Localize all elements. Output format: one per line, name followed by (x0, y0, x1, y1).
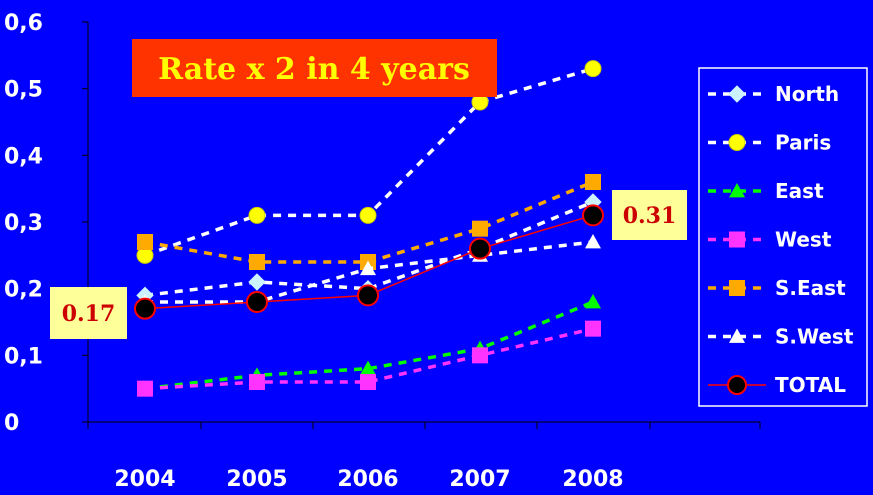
data-point-square (137, 234, 153, 250)
data-point-triangle (585, 234, 601, 249)
data-point-triangle (585, 294, 601, 309)
y-tick-label: 0,5 (4, 78, 43, 103)
legend-item-total: TOTAL (708, 373, 846, 397)
data-point-circle (469, 237, 491, 260)
data-point-circle (584, 60, 602, 78)
series-west (137, 320, 601, 397)
series-line (144, 300, 594, 391)
series-layer (134, 60, 604, 397)
data-point-triangle (360, 260, 376, 276)
legend-label: East (775, 179, 824, 203)
callout-label: 0.17 (62, 301, 116, 327)
data-point-triangle (360, 360, 376, 376)
legend-label: Paris (775, 131, 831, 155)
data-point-square (249, 374, 265, 390)
y-tick-label: 0,3 (4, 211, 43, 236)
series-total (134, 204, 604, 320)
legend-label: S.West (775, 325, 854, 349)
x-tick-label: 2006 (337, 467, 398, 492)
data-point-square (360, 374, 376, 390)
legend-item-paris: Paris (708, 131, 831, 155)
banner: Rate x 2 in 4 years (132, 39, 497, 97)
y-tick-label: 0,4 (4, 144, 43, 169)
legend-item-east: East (708, 179, 824, 203)
x-tick-label: 2004 (114, 467, 175, 492)
data-point-circle (357, 284, 379, 307)
data-point-triangle (729, 183, 745, 198)
legend: North Paris East West S.East S.West TOTAL (698, 67, 868, 407)
series-line (144, 326, 594, 391)
data-point-diamond (248, 273, 266, 291)
legend-item-west: West (708, 228, 832, 252)
legend-item-north: North (708, 82, 839, 106)
banner-box (132, 39, 497, 97)
data-point-circle (582, 204, 604, 227)
data-point-circle (246, 291, 268, 313)
y-tick-label: 0,1 (4, 344, 43, 369)
x-tick-label: 2005 (226, 467, 287, 492)
x-tick-label: 2008 (562, 467, 623, 492)
series-line (144, 200, 594, 298)
data-point-square (137, 380, 153, 397)
y-tick-label: 0,6 (4, 11, 43, 36)
series-s-east (137, 174, 601, 270)
series-line (144, 180, 594, 264)
y-tick-label: 0 (4, 411, 19, 436)
data-point-triangle (729, 328, 745, 343)
data-point-square (585, 174, 601, 190)
data-point-square (585, 320, 601, 337)
data-point-square (729, 280, 745, 296)
axes: 0 0,1 0,2 0,3 0,4 0,5 0,6 2004 2005 2006 2007 2008 (4, 11, 761, 492)
callout-box (612, 190, 687, 240)
data-point-square (249, 254, 265, 270)
y-tick-label: 0,2 (4, 278, 43, 303)
data-point-circle (248, 206, 266, 224)
series-paris (136, 60, 602, 264)
data-point-circle (134, 297, 156, 320)
legend-label: North (775, 82, 839, 106)
callout-label: 0.31 (623, 203, 677, 229)
data-point-diamond (728, 85, 746, 103)
legend-label: TOTAL (775, 373, 846, 397)
legend-label: West (775, 228, 832, 252)
x-tick-label: 2007 (449, 467, 510, 492)
data-point-circle (359, 206, 377, 224)
legend-label: S.East (775, 276, 846, 300)
legend-item-s-east: S.East (708, 276, 846, 300)
callouts: 0.17 0.31 (50, 190, 687, 339)
data-point-circle (728, 134, 746, 151)
banner-title: Rate x 2 in 4 years (158, 52, 470, 87)
data-point-square (729, 231, 745, 248)
data-point-circle (727, 375, 747, 395)
data-point-square (472, 220, 488, 237)
legend-item-s-west: S.West (708, 325, 854, 349)
legend-box (698, 67, 868, 407)
data-point-square (472, 347, 488, 364)
callout-box (50, 287, 127, 339)
